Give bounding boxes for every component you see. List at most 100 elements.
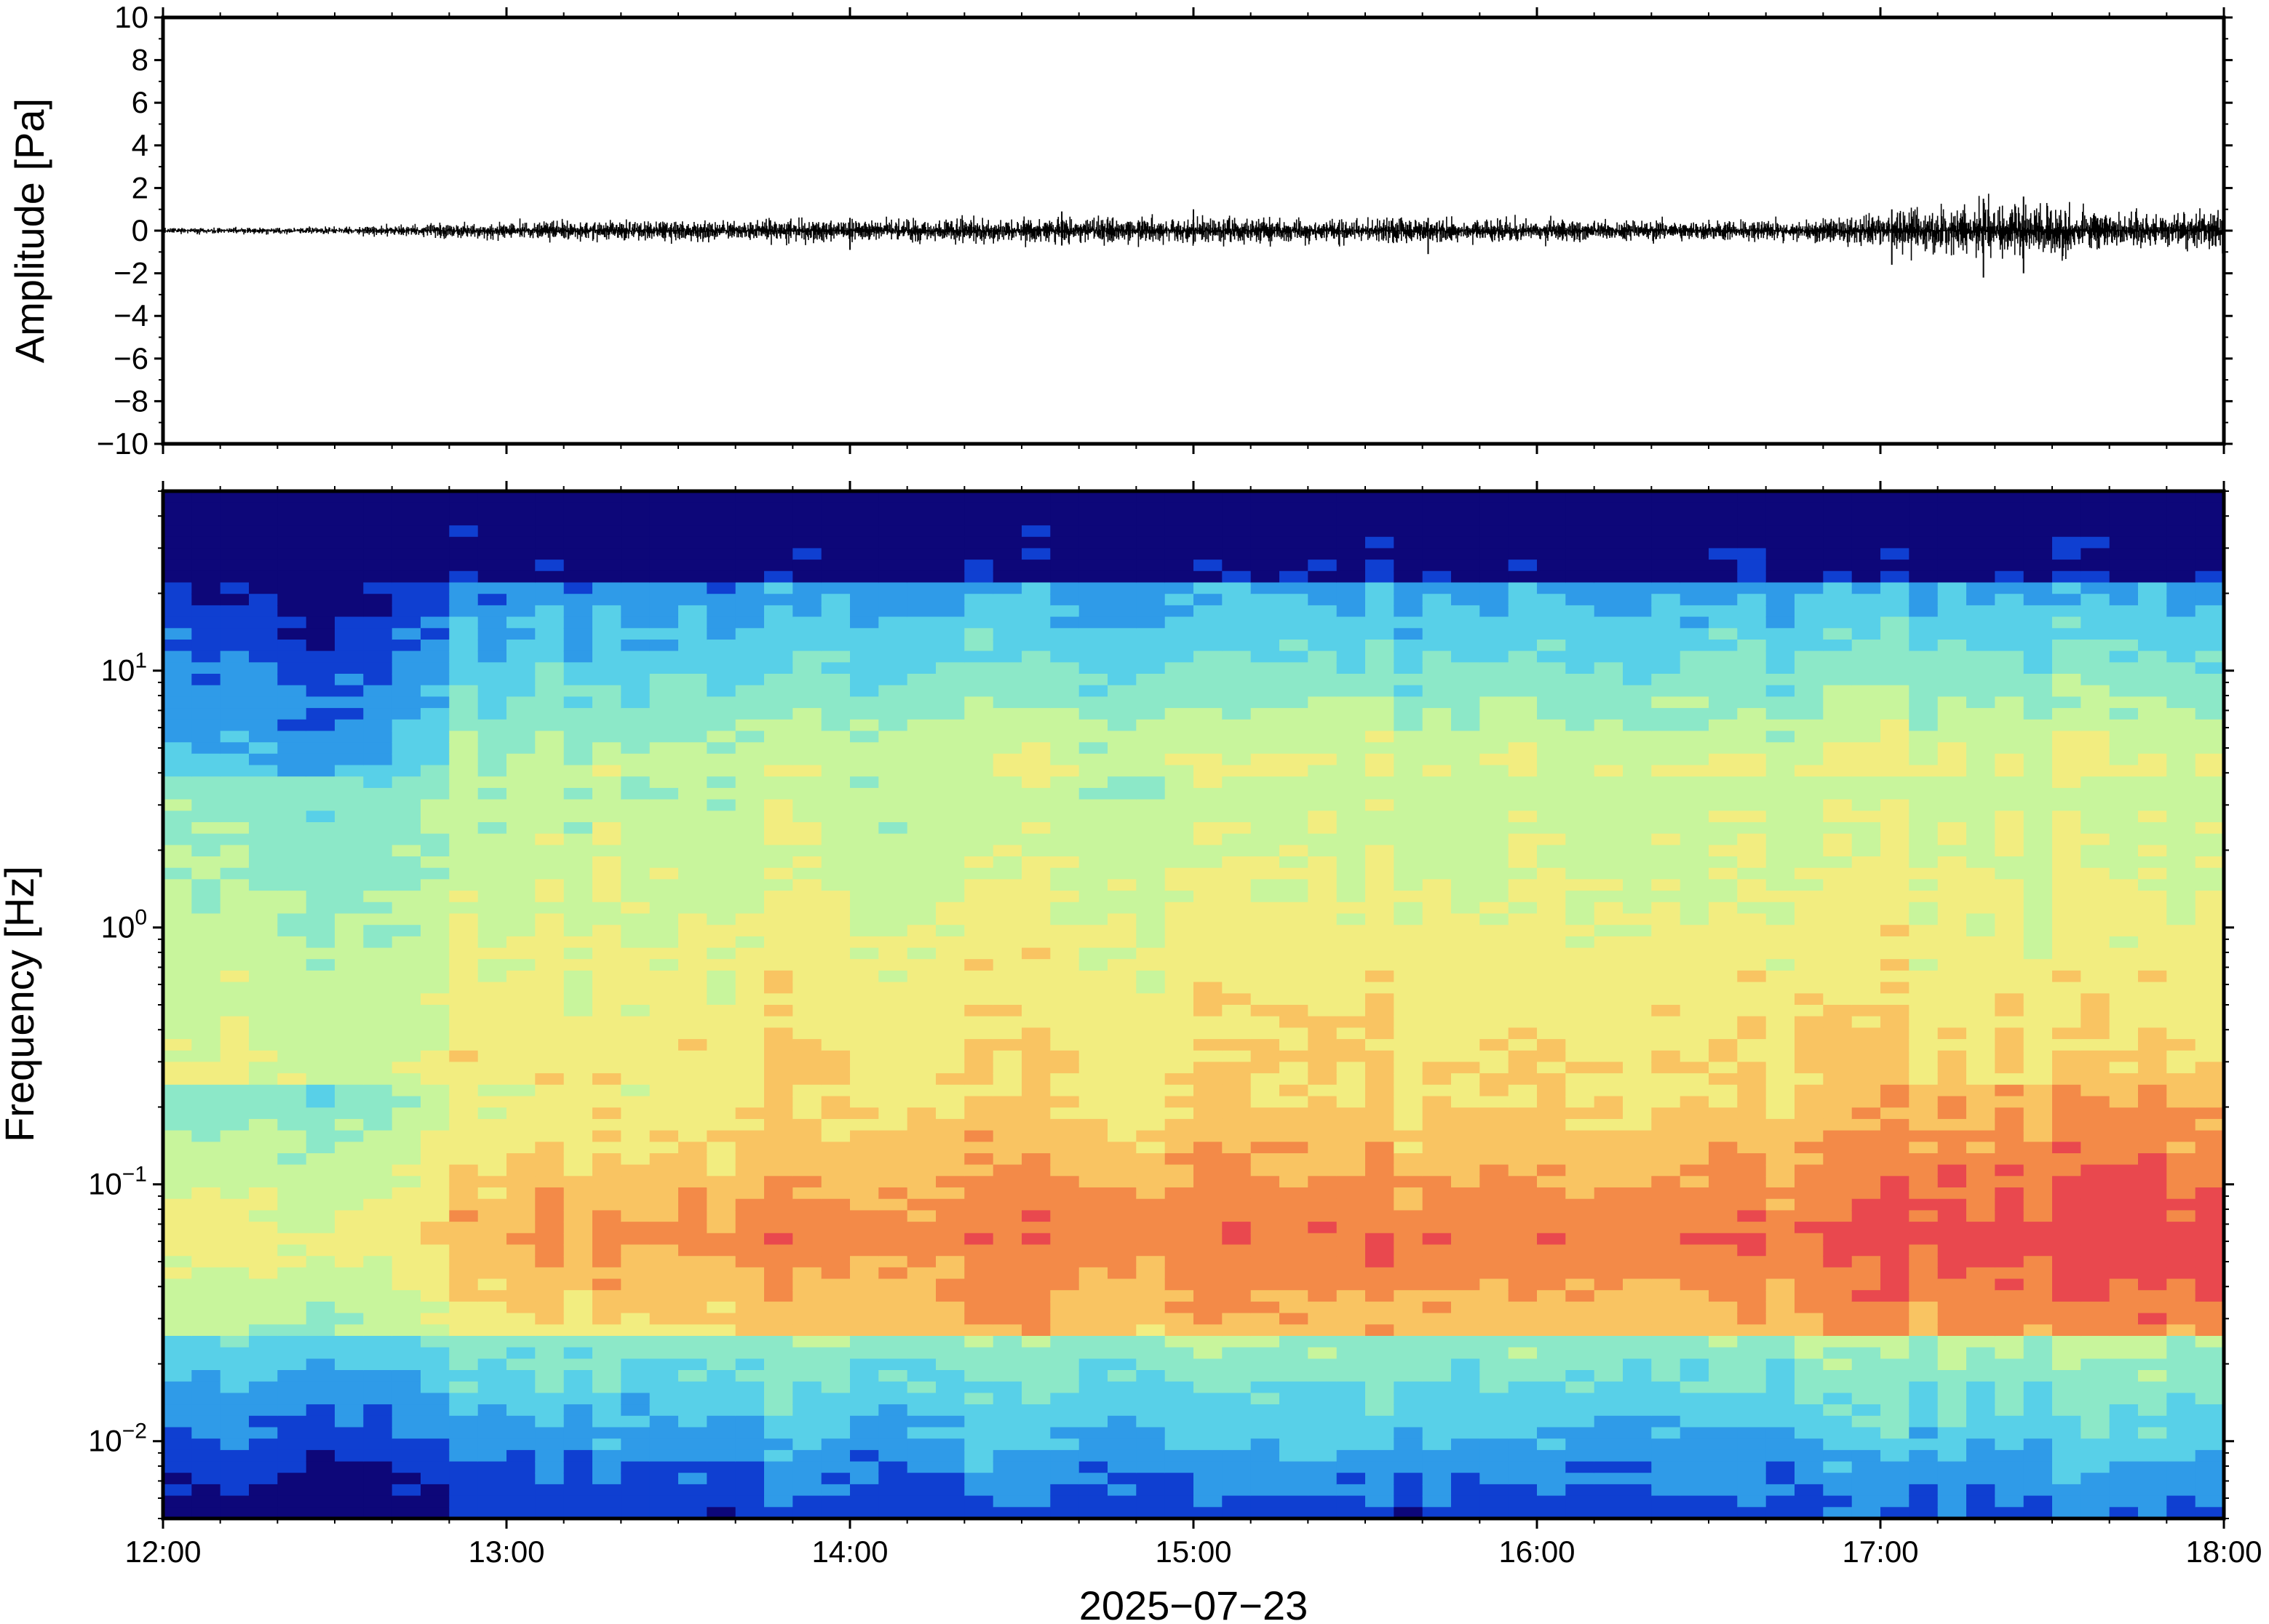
- spectrogram-cell: [335, 959, 365, 971]
- spectrogram-cell: [1164, 536, 1194, 549]
- spectrogram-cell: [220, 1473, 250, 1485]
- spectrogram-cell: [1022, 1290, 1052, 1302]
- spectrogram-cell: [850, 765, 880, 777]
- spectrogram-cell: [1193, 1118, 1223, 1131]
- spectrogram-cell: [1078, 787, 1108, 800]
- spectrogram-cell: [1164, 1073, 1194, 1086]
- spectrogram-cell: [1193, 936, 1223, 949]
- spectrogram-cell: [449, 1005, 479, 1017]
- spectrogram-cell: [993, 1027, 1022, 1040]
- spectrogram-cell: [220, 605, 250, 618]
- spectrogram-cell: [964, 867, 994, 880]
- spectrogram-cell: [1050, 822, 1080, 835]
- spectrogram-cell: [277, 1495, 307, 1508]
- spectrogram-cell: [707, 548, 736, 560]
- spectrogram-cell: [936, 1393, 966, 1405]
- spectrogram-cell: [993, 753, 1022, 766]
- spectrogram-cell: [249, 787, 279, 800]
- spectrogram-cell: [277, 696, 307, 709]
- spectrogram-cell: [964, 1073, 994, 1086]
- spectrogram-cell: [621, 628, 651, 640]
- spectrogram-cell: [1479, 833, 1509, 846]
- spectrogram-cell: [1365, 1381, 1395, 1394]
- spectrogram-cell: [1250, 1164, 1280, 1177]
- spectrogram-cell: [306, 731, 335, 743]
- spectrogram-cell: [421, 502, 450, 515]
- spectrogram-cell: [1279, 1347, 1309, 1360]
- spectrogram-cell: [964, 891, 994, 903]
- spectrogram-cell: [821, 1096, 851, 1108]
- spectrogram-cell: [477, 1381, 507, 1394]
- spectrogram-cell: [191, 959, 221, 971]
- spectrogram-cell: [363, 936, 393, 949]
- spectrogram-cell: [850, 1301, 880, 1314]
- spectrogram-cell: [363, 891, 393, 903]
- spectrogram-cell: [821, 1301, 851, 1314]
- spectrogram-cell: [907, 731, 937, 743]
- spectrogram-cell: [1050, 901, 1080, 915]
- spectrogram-cell: [449, 993, 479, 1006]
- spectrogram-cell: [363, 1256, 393, 1268]
- spectrogram-cell: [306, 1381, 335, 1394]
- spectrogram-cell: [1022, 1495, 1052, 1508]
- spectrogram-cell: [936, 1050, 966, 1063]
- spectrogram-cell: [1250, 1324, 1280, 1337]
- spectrogram-cell: [1022, 1084, 1052, 1097]
- waveform-y-label: Amplitude [Pa]: [7, 98, 52, 363]
- spectrogram-cell: [1136, 1084, 1166, 1097]
- spectrogram-cell: [191, 799, 221, 812]
- spectrogram-cell: [936, 1370, 966, 1382]
- spectrogram-cell: [506, 1062, 536, 1074]
- spectrogram-cell: [707, 1176, 736, 1188]
- spectrogram-cell: [1336, 616, 1366, 629]
- spectrogram-cell: [649, 536, 679, 549]
- spectrogram-cell: [477, 650, 507, 664]
- spectrogram-cell: [878, 719, 908, 732]
- spectrogram-cell: [1078, 650, 1108, 664]
- spectrogram-cell: [907, 1244, 937, 1257]
- spectrogram-cell: [1709, 833, 1738, 846]
- spectrogram-cell: [477, 1415, 507, 1428]
- spectrogram-cell: [1136, 1427, 1166, 1439]
- spectrogram-cell: [592, 845, 622, 857]
- spectrogram-cell: [707, 1039, 736, 1051]
- spectrogram-cell: [850, 936, 880, 949]
- spectrogram-cell: [1308, 1461, 1338, 1474]
- spectrogram-cell: [621, 1415, 651, 1428]
- spectrogram-cell: [535, 1005, 565, 1017]
- spectrogram-cell: [1651, 1347, 1681, 1360]
- spectrogram-cell: [506, 799, 536, 812]
- spectrogram-cell: [1365, 856, 1395, 869]
- spectrogram-cell: [964, 901, 994, 915]
- spectrogram-cell: [363, 1073, 393, 1086]
- spectrogram-cell: [220, 1336, 250, 1348]
- spectrogram-cell: [249, 1473, 279, 1485]
- spectrogram-cell: [392, 628, 421, 640]
- spectrogram-cell: [335, 913, 365, 926]
- spectrogram-cell: [1451, 1324, 1481, 1337]
- spectrogram-cell: [1680, 1233, 1709, 1246]
- spectrogram-cell: [1451, 514, 1481, 526]
- spectrogram-cell: [421, 856, 450, 869]
- spectrogram-cell: [1508, 833, 1538, 846]
- spectrogram-cell: [735, 1130, 765, 1143]
- spectrogram-cell: [1108, 1210, 1137, 1222]
- spectrogram-cell: [220, 1096, 250, 1108]
- spectrogram-cell: [993, 696, 1022, 709]
- spectrogram-cell: [993, 982, 1022, 995]
- spectrogram-cell: [936, 833, 966, 846]
- spectrogram-cell: [1594, 1507, 1624, 1518]
- spectrogram-cell: [421, 1438, 450, 1451]
- spectrogram-cell: [477, 525, 507, 538]
- spectrogram-cell: [1508, 982, 1538, 995]
- spectrogram-cell: [1336, 776, 1366, 789]
- spectrogram-cell: [163, 1336, 193, 1348]
- spectrogram-cell: [1108, 811, 1137, 823]
- spectrogram-cell: [335, 685, 365, 698]
- spectrogram-cell: [1108, 1324, 1137, 1337]
- spectrogram-cell: [1222, 1404, 1252, 1417]
- spectrogram-cell: [621, 525, 651, 538]
- spectrogram-cell: [1365, 491, 1395, 503]
- spectrogram-cell: [449, 605, 479, 618]
- spectrogram-cell: [163, 1050, 193, 1063]
